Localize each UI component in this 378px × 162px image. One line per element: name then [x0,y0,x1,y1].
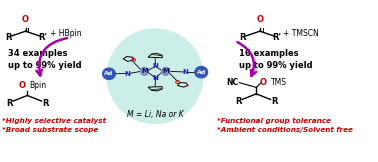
Text: O: O [260,78,267,87]
Text: Ad: Ad [197,70,206,75]
Text: M = Li, Na or K: M = Li, Na or K [127,110,183,119]
Text: M: M [162,68,169,74]
Text: R: R [271,97,277,106]
Text: O: O [256,15,263,24]
Text: M: M [141,68,148,74]
Text: N: N [182,69,188,75]
Ellipse shape [162,68,170,75]
Text: N: N [153,63,158,69]
Text: + TMSCN: + TMSCN [283,29,319,38]
Ellipse shape [103,68,115,79]
Text: R: R [240,34,246,42]
Text: Bpin: Bpin [29,81,46,90]
Text: O: O [175,80,180,85]
Text: + HBpin: + HBpin [50,29,82,38]
Text: O: O [22,15,29,24]
Text: NC: NC [226,78,239,87]
Text: *Functional group tolerance
*Ambient conditions/Solvent free: *Functional group tolerance *Ambient con… [217,118,353,133]
FancyArrowPatch shape [36,38,67,75]
Text: N: N [125,71,131,77]
Text: R': R' [38,34,47,42]
Text: R: R [5,34,12,42]
Text: Ad: Ad [104,71,114,76]
Text: *Highly selective catalyst
*Broad substrate scope: *Highly selective catalyst *Broad substr… [3,118,107,133]
FancyArrowPatch shape [237,42,256,76]
Text: 16 examples
up to 99% yield: 16 examples up to 99% yield [239,49,312,70]
Ellipse shape [141,68,149,75]
Text: R: R [6,99,13,108]
Text: N: N [153,75,158,81]
Text: R: R [235,97,242,106]
Text: O: O [131,58,136,64]
Text: TMS: TMS [271,78,287,87]
Text: R: R [42,99,48,108]
Ellipse shape [107,29,203,123]
Text: 34 examples
up to 99% yield: 34 examples up to 99% yield [8,49,81,70]
Text: O: O [19,81,26,90]
Text: R': R' [273,34,281,42]
Ellipse shape [195,67,208,78]
